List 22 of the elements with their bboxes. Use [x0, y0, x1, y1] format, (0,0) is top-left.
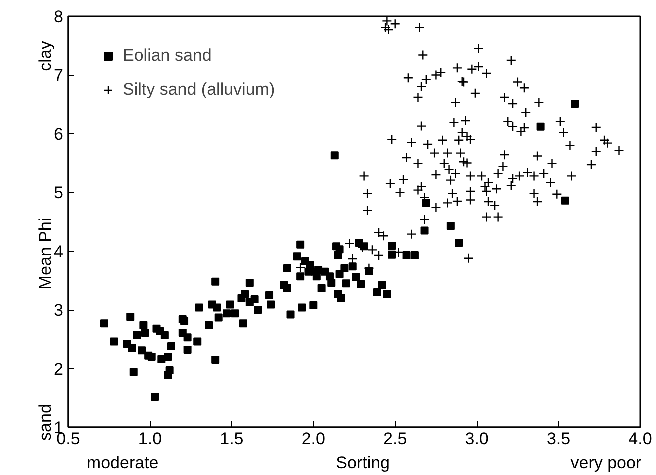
text: clay: [36, 40, 55, 72]
y-tick-label: 4: [54, 242, 64, 262]
y-tick-label: 6: [54, 124, 64, 144]
x-tick-label: 3.5: [546, 430, 571, 448]
text: moderate: [86, 454, 159, 472]
y-tick-label: 7: [54, 66, 64, 86]
y-tick-label: 8: [54, 8, 64, 26]
y-tick-label: 5: [54, 184, 64, 203]
y-tick-label: 3: [54, 301, 64, 320]
text: sand: [36, 404, 55, 441]
legend-label: Eolian sand: [123, 46, 212, 66]
x-tick-label: 2.0: [302, 430, 326, 448]
x-tick-label: 4.0: [628, 430, 652, 448]
text: very poor: [570, 454, 642, 472]
y-axis-title: Mean Phi: [36, 218, 55, 290]
y-tick-label: 2: [54, 360, 64, 379]
x-tick-label: 1.5: [220, 430, 244, 448]
x-axis-title: Sorting: [336, 454, 390, 472]
x-tick-label: 1.0: [138, 430, 162, 448]
x-tick-label: 3.0: [465, 430, 489, 448]
x-tick-label: 2.5: [384, 430, 408, 448]
legend-label: Silty sand (alluvium): [123, 80, 276, 100]
